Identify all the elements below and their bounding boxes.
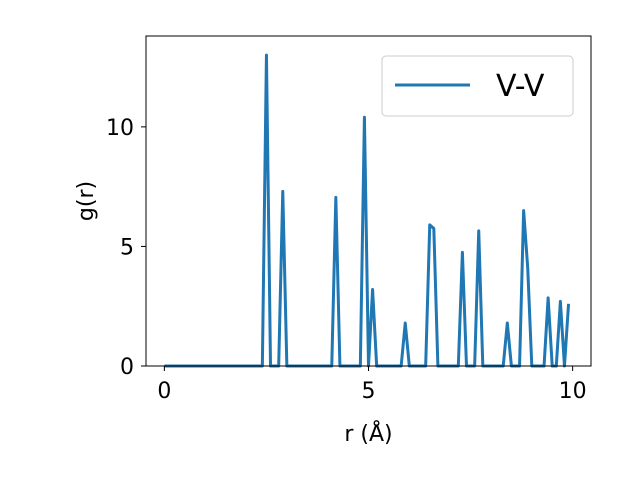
x-tick-label: 5 <box>362 379 376 404</box>
y-tick-label: 0 <box>120 355 134 380</box>
legend-label-v-v: V-V <box>496 69 545 104</box>
x-tick-label: 10 <box>559 379 587 404</box>
x-axis-label: r (Å) <box>344 420 392 447</box>
y-tick-label: 10 <box>106 116 134 141</box>
y-axis-label: g(r) <box>74 181 99 221</box>
legend: V-V <box>381 55 574 117</box>
y-tick-label: 5 <box>120 235 134 260</box>
axis-ticks: 0 5 10 0 5 10 <box>106 116 587 404</box>
x-tick-label: 0 <box>157 379 171 404</box>
legend-box <box>381 55 574 117</box>
